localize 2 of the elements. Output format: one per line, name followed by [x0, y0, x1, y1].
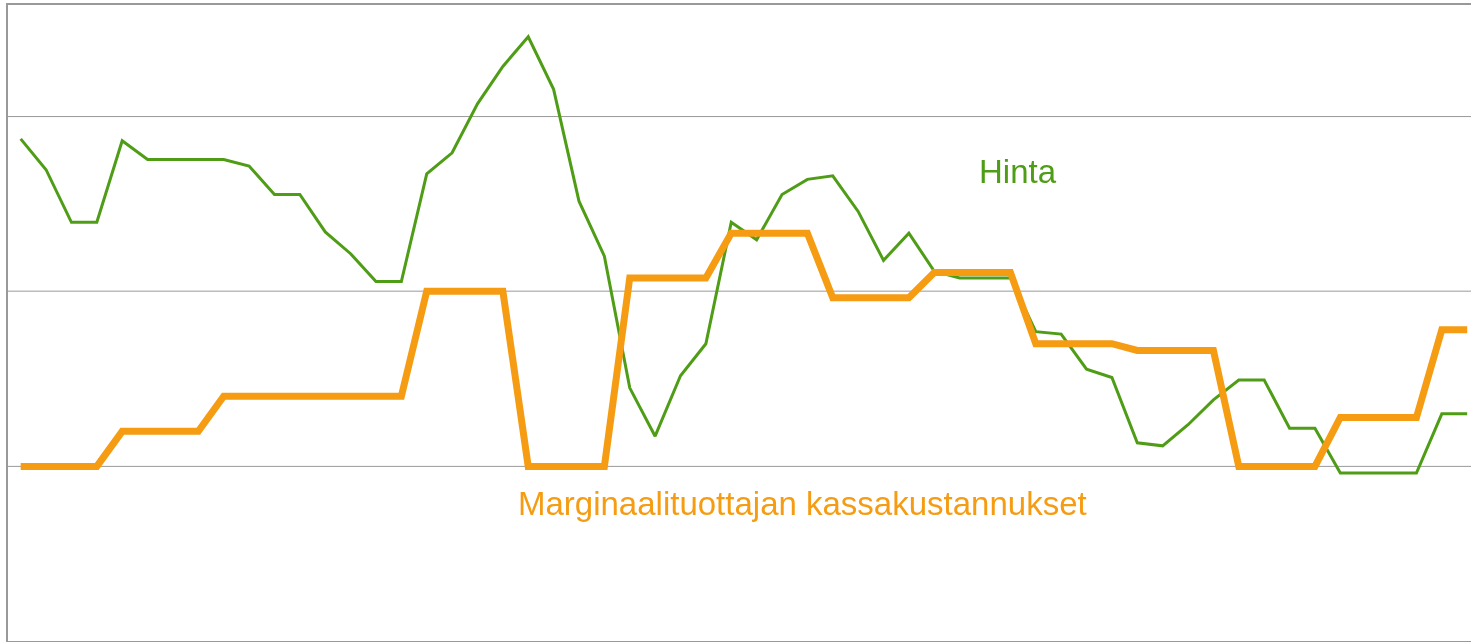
series-label: Marginaalituottajan kassakustannukset	[518, 485, 1087, 522]
text: Hinta	[979, 153, 1057, 190]
